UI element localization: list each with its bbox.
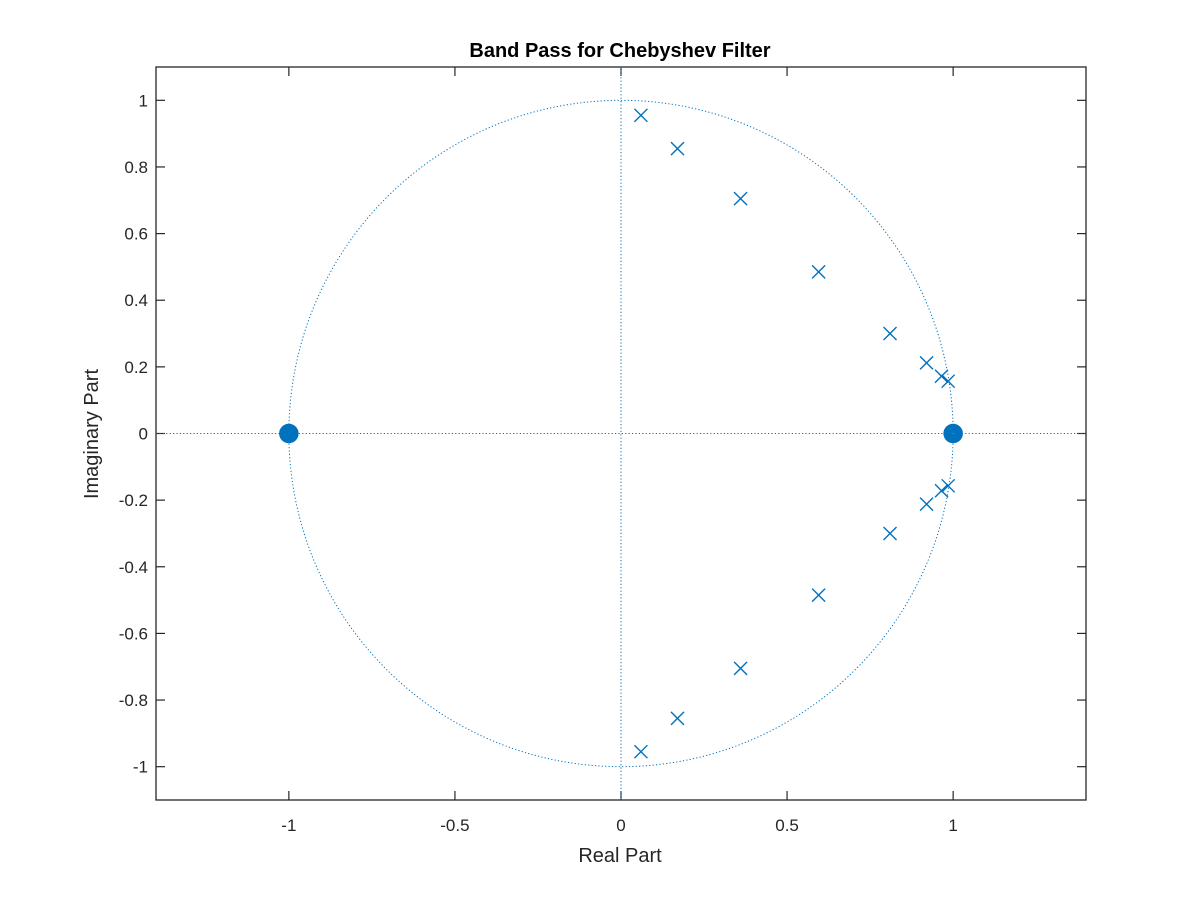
- pole-marker-stroke: [941, 374, 956, 389]
- x-tick-label: -1: [281, 816, 296, 835]
- pole-marker-stroke: [733, 191, 748, 206]
- zero-marker-ring: [279, 423, 299, 444]
- zero-marker: [279, 423, 299, 444]
- pole-marker: [733, 661, 748, 676]
- y-tick-label: -0.4: [119, 558, 148, 577]
- pole-marker-stroke: [883, 526, 898, 541]
- pole-marker: [919, 497, 934, 512]
- zero-marker-ring: [943, 423, 963, 444]
- zero-marker-ring: [284, 429, 294, 438]
- zero-marker-ring: [281, 425, 297, 442]
- y-tick-label: 0.6: [124, 225, 148, 244]
- zero-marker-ring: [285, 430, 293, 437]
- pole-marker-stroke: [811, 588, 826, 603]
- tick-labels: -1 -0.5 0 0.5 1 -1 -0.8 -0.6 -0.4 -0.2 0 0.2 0.4 0.6 0…: [119, 91, 958, 835]
- pole-marker: [811, 264, 826, 279]
- zero-marker-ring: [286, 431, 291, 436]
- zero-marker-ring: [282, 427, 296, 440]
- pole-marker-stroke: [941, 478, 956, 493]
- x-tick-label: 0.5: [775, 816, 799, 835]
- zero-marker-ring: [947, 428, 959, 439]
- zero-marker-ring: [946, 427, 960, 440]
- pole-marker: [633, 744, 648, 759]
- y-axis-label: Imaginary Part: [81, 369, 103, 499]
- chart-title: Band Pass for Chebyshev Filter: [469, 40, 770, 62]
- y-tick-label: 0.8: [124, 158, 148, 177]
- pole-marker-stroke: [811, 264, 826, 279]
- zero-marker-ring: [948, 429, 958, 438]
- pole-marker-stroke: [919, 355, 934, 370]
- pole-marker-stroke: [934, 369, 949, 384]
- y-tick-label: 0: [139, 425, 148, 444]
- y-tick-label: -0.8: [119, 691, 148, 710]
- x-tick-label: 0: [616, 816, 625, 835]
- x-tick-label: -0.5: [440, 816, 469, 835]
- pole-marker-stroke: [670, 141, 685, 156]
- pole-marker: [883, 326, 898, 341]
- zero-marker-ring: [944, 424, 962, 443]
- pole-marker: [941, 374, 956, 389]
- pole-marker: [941, 478, 956, 493]
- reference-lines: [156, 67, 1086, 800]
- pole-marker-stroke: [670, 711, 685, 726]
- pole-marker-stroke: [883, 326, 898, 341]
- x-axis-label: Real Part: [578, 845, 662, 867]
- data-marks: [279, 108, 963, 759]
- pole-marker: [811, 588, 826, 603]
- zero-marker-ring: [949, 430, 957, 437]
- y-tick-label: -0.6: [119, 624, 148, 643]
- pole-marker-stroke: [633, 108, 648, 123]
- zero-marker-ring: [283, 428, 295, 439]
- zero-marker-ring: [951, 431, 956, 436]
- zero-marker: [943, 423, 963, 444]
- pole-marker-stroke: [934, 483, 949, 498]
- pole-marker: [883, 526, 898, 541]
- zero-marker-ring: [945, 425, 961, 442]
- y-tick-label: 0.2: [124, 358, 148, 377]
- y-tick-label: 0.4: [124, 291, 148, 310]
- axes-box: [155, 66, 1087, 801]
- pole-marker: [934, 483, 949, 498]
- pole-marker: [670, 711, 685, 726]
- zero-marker-ring: [280, 424, 298, 443]
- x-tick-label: 1: [948, 816, 957, 835]
- pole-marker: [670, 141, 685, 156]
- y-tick-label: -0.2: [119, 491, 148, 510]
- pole-marker: [919, 355, 934, 370]
- y-tick-label: 1: [139, 91, 148, 110]
- pole-marker-stroke: [733, 661, 748, 676]
- y-tick-label: -1: [133, 758, 148, 777]
- pole-marker-stroke: [919, 497, 934, 512]
- pole-marker: [633, 108, 648, 123]
- pole-marker: [733, 191, 748, 206]
- axes-area: [155, 66, 1087, 801]
- pole-marker-stroke: [633, 744, 648, 759]
- pole-marker: [934, 369, 949, 384]
